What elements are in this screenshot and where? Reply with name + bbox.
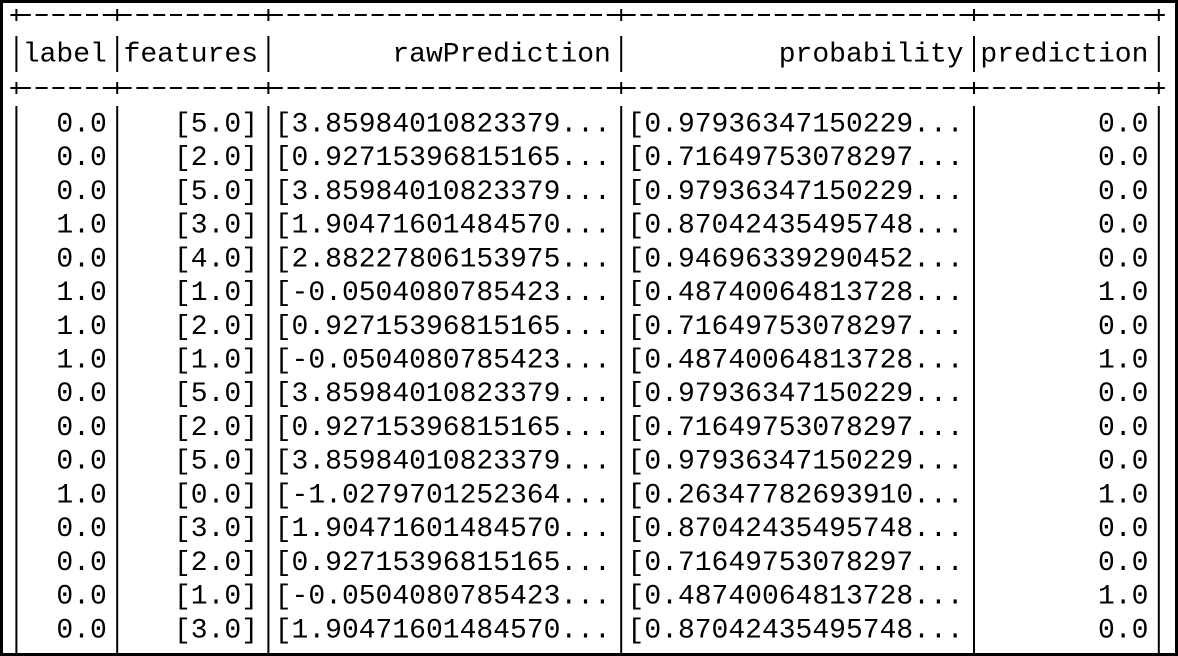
cell: 1.0	[1098, 278, 1148, 309]
cell: [5.0]	[174, 379, 258, 410]
cell: [2.0]	[174, 143, 258, 174]
cell: 0.0	[1098, 177, 1148, 208]
cell: [0.26347782693910...	[628, 480, 964, 511]
cell: [0.71649753078297...	[628, 548, 964, 579]
cell: [0.97936347150229...	[628, 177, 964, 208]
cell: [0.92715396815165...	[275, 413, 611, 444]
cell: [0.48740064813728...	[628, 582, 964, 613]
cell: [-1.0279701252364...	[275, 480, 611, 511]
cell: 0.0	[1098, 615, 1148, 646]
cell: [1.0]	[174, 278, 258, 309]
cell: [1.0]	[174, 346, 258, 377]
cell: [3.0]	[174, 211, 258, 242]
cell: 1.0	[1098, 480, 1148, 511]
cell: [0.92715396815165...	[275, 312, 611, 343]
column-header: rawPrediction	[392, 39, 610, 70]
cell: [1.90471601484570...	[275, 211, 611, 242]
cell: [0.97936347150229...	[628, 109, 964, 140]
cell: [0.94696339290452...	[628, 244, 964, 275]
cell: 1.0	[1098, 346, 1148, 377]
cell: 1.0	[56, 312, 106, 343]
cell: [1.90471601484570...	[275, 514, 611, 545]
cell: [2.88227806153975...	[275, 244, 611, 275]
cell: [2.0]	[174, 312, 258, 343]
cell: [0.92715396815165...	[275, 548, 611, 579]
cell: [-0.0504080785423...	[275, 278, 611, 309]
cell: 1.0	[56, 211, 106, 242]
cell: 0.0	[1098, 109, 1148, 140]
column-header: prediction	[980, 39, 1148, 70]
cell: [2.0]	[174, 413, 258, 444]
cell: [3.85984010823379...	[275, 177, 611, 208]
cell: [5.0]	[174, 447, 258, 478]
column-header: label	[23, 39, 107, 70]
cell: 0.0	[56, 143, 106, 174]
cell: 0.0	[1098, 447, 1148, 478]
cell: [3.85984010823379...	[275, 109, 611, 140]
cell: [5.0]	[174, 109, 258, 140]
cell: 0.0	[56, 413, 106, 444]
cell: [0.71649753078297...	[628, 143, 964, 174]
cell: 0.0	[1098, 143, 1148, 174]
cell: 0.0	[1098, 312, 1148, 343]
cell: 0.0	[1098, 379, 1148, 410]
cell: [1.90471601484570...	[275, 615, 611, 646]
cell: [1.0]	[174, 582, 258, 613]
cell: [2.0]	[174, 548, 258, 579]
cell: 0.0	[56, 615, 106, 646]
cell: 1.0	[56, 278, 106, 309]
cell: [0.48740064813728...	[628, 278, 964, 309]
cell: [-0.0504080785423...	[275, 582, 611, 613]
cell: [0.87042435495748...	[628, 514, 964, 545]
cell: [0.71649753078297...	[628, 413, 964, 444]
cell: [0.48740064813728...	[628, 346, 964, 377]
cell: [0.97936347150229...	[628, 379, 964, 410]
cell: 0.0	[1098, 514, 1148, 545]
cell: [4.0]	[174, 244, 258, 275]
cell: 0.0	[56, 447, 106, 478]
cell: [0.0]	[174, 480, 258, 511]
cell: [3.85984010823379...	[275, 379, 611, 410]
cell: 0.0	[1098, 548, 1148, 579]
cell: [3.0]	[174, 615, 258, 646]
cell: [5.0]	[174, 177, 258, 208]
cell: [0.97936347150229...	[628, 447, 964, 478]
cell: 0.0	[1098, 244, 1148, 275]
cell: [0.71649753078297...	[628, 312, 964, 343]
cell: 0.0	[1098, 413, 1148, 444]
cell: 1.0	[56, 346, 106, 377]
cell: 0.0	[56, 582, 106, 613]
column-header: features	[124, 39, 258, 70]
cell: [3.85984010823379...	[275, 447, 611, 478]
cell: [0.87042435495748...	[628, 211, 964, 242]
cell: 0.0	[56, 548, 106, 579]
cell: [0.87042435495748...	[628, 615, 964, 646]
cell: 0.0	[56, 109, 106, 140]
cell: [0.92715396815165...	[275, 143, 611, 174]
cell: 0.0	[56, 514, 106, 545]
cell: [3.0]	[174, 514, 258, 545]
column-header: probability	[779, 39, 964, 70]
cell: 0.0	[56, 177, 106, 208]
cell: [-0.0504080785423...	[275, 346, 611, 377]
cell: 0.0	[56, 379, 106, 410]
cell: 0.0	[1098, 211, 1148, 242]
cell: 0.0	[56, 244, 106, 275]
cell: 1.0	[56, 480, 106, 511]
cell: 1.0	[1098, 582, 1148, 613]
